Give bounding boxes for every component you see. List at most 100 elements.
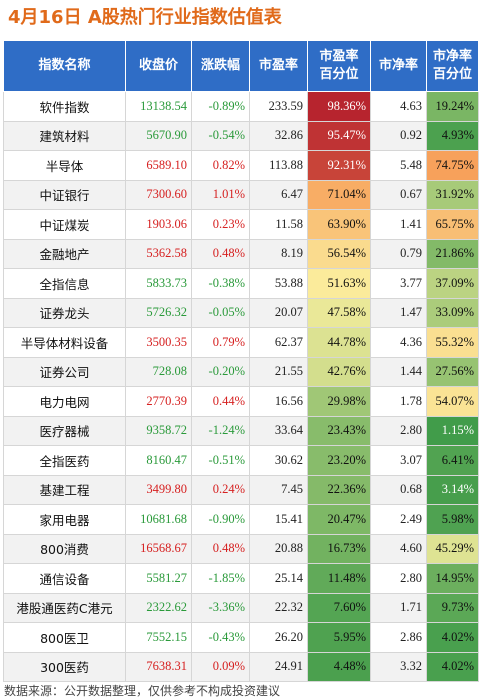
cell-pb-percentile: 74.75% [426, 150, 479, 181]
cell-pb: 0.92 [370, 120, 427, 151]
cell-pb-percentile: 3.14% [426, 474, 479, 505]
cell-pe: 16.56 [249, 386, 308, 417]
cell-close: 7552.15 [125, 622, 192, 653]
header-pb-percentile: 市净率 百分位 [426, 40, 479, 92]
cell-pb: 0.68 [370, 474, 427, 505]
cell-pb-percentile: 9.73% [426, 592, 479, 623]
cell-pb-percentile: 27.56% [426, 356, 479, 387]
table-row: 港股通医药C港元 2322.62 -3.36% 22.32 7.60% 1.71 9.73% [3, 592, 479, 623]
cell-pe: 8.19 [249, 238, 308, 269]
cell-close: 5581.27 [125, 563, 192, 594]
cell-change: 0.48% [191, 533, 250, 564]
cell-pe-percentile: 71.04% [307, 179, 371, 210]
table-header-row: 指数名称 收盘价 涨跌幅 市盈率 市盈率 百分位 市净率 市净率 百分位 [3, 40, 479, 92]
cell-index-name: 医疗器械 [3, 415, 126, 446]
cell-pb: 2.80 [370, 415, 427, 446]
cell-pe: 62.37 [249, 327, 308, 358]
cell-pe-percentile: 29.98% [307, 386, 371, 417]
cell-pb-percentile: 6.41% [426, 445, 479, 476]
cell-pe-percentile: 11.48% [307, 563, 371, 594]
cell-pe: 15.41 [249, 504, 308, 535]
cell-pb-percentile: 54.07% [426, 386, 479, 417]
cell-change: 0.79% [191, 327, 250, 358]
cell-pb-percentile: 19.24% [426, 91, 479, 122]
cell-close: 5670.90 [125, 120, 192, 151]
header-pb: 市净率 [370, 40, 427, 92]
table-body: 软件指数 13138.54 -0.89% 233.59 98.36% 4.63 19.24%… [3, 91, 479, 682]
cell-pe: 22.32 [249, 592, 308, 623]
source-note: 数据来源：公开数据整理，仅供参考不构成投资建议 [4, 684, 281, 698]
cell-pe-percentile: 23.43% [307, 415, 371, 446]
cell-index-name: 通信设备 [3, 563, 126, 594]
cell-pe-percentile: 95.47% [307, 120, 371, 151]
table-row: 300医药 7638.31 0.09% 24.91 4.48% 3.32 4.02% [3, 651, 479, 682]
valuation-table: 指数名称 收盘价 涨跌幅 市盈率 市盈率 百分位 市净率 市净率 百分位 软件指… [3, 40, 479, 682]
cell-pb: 1.41 [370, 209, 427, 240]
cell-index-name: 300医药 [3, 651, 126, 682]
cell-pb: 4.63 [370, 91, 427, 122]
table-row: 证券龙头 5726.32 -0.05% 20.07 47.58% 1.47 33.09% [3, 297, 479, 328]
cell-pe: 20.07 [249, 297, 308, 328]
table-row: 通信设备 5581.27 -1.85% 25.14 11.48% 2.80 14.95% [3, 563, 479, 594]
header-pe: 市盈率 [249, 40, 308, 92]
cell-pe-percentile: 5.95% [307, 622, 371, 653]
cell-change: 0.23% [191, 209, 250, 240]
cell-change: -1.24% [191, 415, 250, 446]
cell-close: 13138.54 [125, 91, 192, 122]
cell-pe: 233.59 [249, 91, 308, 122]
cell-pe-percentile: 63.90% [307, 209, 371, 240]
cell-close: 3500.35 [125, 327, 192, 358]
cell-pe: 32.86 [249, 120, 308, 151]
cell-pb-percentile: 1.15% [426, 415, 479, 446]
cell-pb-percentile: 4.02% [426, 651, 479, 682]
cell-close: 5726.32 [125, 297, 192, 328]
cell-change: -0.54% [191, 120, 250, 151]
page-title: 4月16日 A股热门行业指数估值表 [8, 7, 282, 28]
cell-index-name: 证券公司 [3, 356, 126, 387]
cell-close: 3499.80 [125, 474, 192, 505]
cell-index-name: 电力电网 [3, 386, 126, 417]
cell-index-name: 半导体材料设备 [3, 327, 126, 358]
cell-pb-percentile: 14.95% [426, 563, 479, 594]
cell-change: -3.36% [191, 592, 250, 623]
cell-index-name: 全指信息 [3, 268, 126, 299]
table-row: 电力电网 2770.39 0.44% 16.56 29.98% 1.78 54.07% [3, 386, 479, 417]
cell-close: 7638.31 [125, 651, 192, 682]
cell-close: 5362.58 [125, 238, 192, 269]
cell-pb-percentile: 55.32% [426, 327, 479, 358]
cell-pb-percentile: 37.09% [426, 268, 479, 299]
cell-pe-percentile: 23.20% [307, 445, 371, 476]
cell-pe: 20.88 [249, 533, 308, 564]
valuation-table-container: 指数名称 收盘价 涨跌幅 市盈率 市盈率 百分位 市净率 市净率 百分位 软件指… [3, 40, 479, 682]
cell-change: -0.05% [191, 297, 250, 328]
header-close: 收盘价 [125, 40, 192, 92]
cell-pb-percentile: 31.92% [426, 179, 479, 210]
cell-change: -0.43% [191, 622, 250, 653]
cell-pe: 7.45 [249, 474, 308, 505]
cell-close: 2322.62 [125, 592, 192, 623]
cell-pe: 6.47 [249, 179, 308, 210]
table-row: 全指医药 8160.47 -0.51% 30.62 23.20% 3.07 6.41% [3, 445, 479, 476]
cell-pb: 3.77 [370, 268, 427, 299]
cell-close: 10681.68 [125, 504, 192, 535]
cell-change: -0.38% [191, 268, 250, 299]
cell-pb: 4.60 [370, 533, 427, 564]
cell-pb-percentile: 45.29% [426, 533, 479, 564]
cell-pb: 2.49 [370, 504, 427, 535]
table-row: 证券公司 728.08 -0.20% 21.55 42.76% 1.44 27.56% [3, 356, 479, 387]
cell-close: 5833.73 [125, 268, 192, 299]
cell-pb: 3.32 [370, 651, 427, 682]
table-row: 800消费 16568.67 0.48% 20.88 16.73% 4.60 45.29% [3, 533, 479, 564]
cell-index-name: 全指医药 [3, 445, 126, 476]
table-row: 家用电器 10681.68 -0.90% 15.41 20.47% 2.49 5.98% [3, 504, 479, 535]
cell-pe-percentile: 44.78% [307, 327, 371, 358]
cell-close: 8160.47 [125, 445, 192, 476]
cell-pb: 1.44 [370, 356, 427, 387]
cell-pe-percentile: 7.60% [307, 592, 371, 623]
cell-index-name: 证券龙头 [3, 297, 126, 328]
cell-pb: 0.67 [370, 179, 427, 210]
cell-change: 0.24% [191, 474, 250, 505]
table-row: 800医卫 7552.15 -0.43% 26.20 5.95% 2.86 4.02% [3, 622, 479, 653]
cell-pe-percentile: 51.63% [307, 268, 371, 299]
cell-pe: 53.88 [249, 268, 308, 299]
